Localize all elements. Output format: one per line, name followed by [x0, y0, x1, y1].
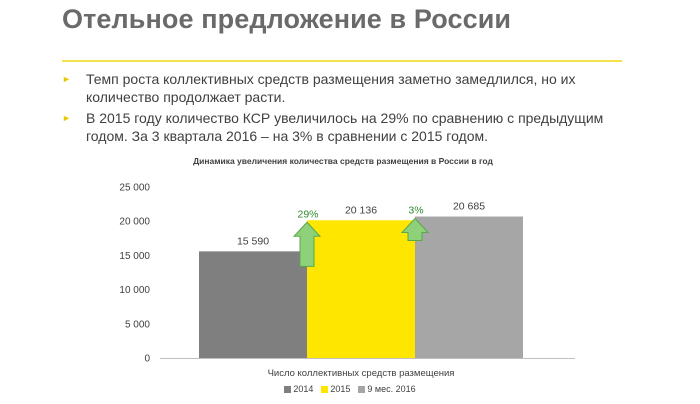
chart-legend: 2014 2015 9 мес. 2016: [190, 384, 510, 394]
y-tick-label: 25 000: [119, 183, 150, 194]
bullet-item: ► В 2015 году количество КСР увеличилось…: [62, 110, 622, 145]
chart-title: Динамика увеличения количества средств р…: [193, 156, 493, 166]
legend-swatch: [358, 385, 366, 393]
bullet-list: ► Темп роста коллективных средств размещ…: [62, 71, 622, 149]
bullet-arrow-icon: ►: [62, 113, 71, 123]
growth-arrow-icon: [400, 217, 430, 242]
legend-item: 2015: [321, 384, 350, 394]
bullet-arrow-icon: ►: [62, 74, 71, 84]
legend-item: 2014: [284, 384, 313, 394]
growth-annotation: 3%: [408, 205, 423, 217]
legend-swatch: [321, 385, 329, 393]
y-tick-label: 10 000: [119, 285, 150, 296]
bullet-item: ► Темп роста коллективных средств размещ…: [62, 71, 622, 106]
data-label: 20 685: [453, 201, 485, 213]
bullet-text: В 2015 году количество КСР увеличилось н…: [86, 110, 604, 144]
legend-item: 9 мес. 2016: [358, 384, 416, 394]
x-category-label: Число коллективных средств размещения: [268, 368, 455, 379]
bar: [415, 216, 523, 358]
y-tick-label: 20 000: [119, 217, 150, 228]
bar: [199, 251, 307, 358]
title-underline: [62, 60, 622, 62]
bar: [307, 220, 415, 358]
y-tick-label: 0: [144, 354, 150, 365]
growth-annotation: 29%: [297, 208, 318, 220]
legend-label: 2014: [293, 384, 314, 394]
slide-title: Отельное предложение в России: [62, 4, 512, 34]
legend-swatch: [284, 385, 292, 393]
legend-label: 9 мес. 2016: [367, 384, 416, 394]
y-tick-label: 5 000: [125, 319, 150, 330]
data-label: 20 136: [345, 204, 377, 216]
y-tick-label: 15 000: [119, 251, 150, 262]
growth-arrow-icon: [292, 221, 322, 267]
legend-label: 2015: [330, 384, 351, 394]
data-label: 15 590: [237, 235, 269, 247]
bullet-text: Темп роста коллективных средств размещен…: [86, 71, 576, 105]
